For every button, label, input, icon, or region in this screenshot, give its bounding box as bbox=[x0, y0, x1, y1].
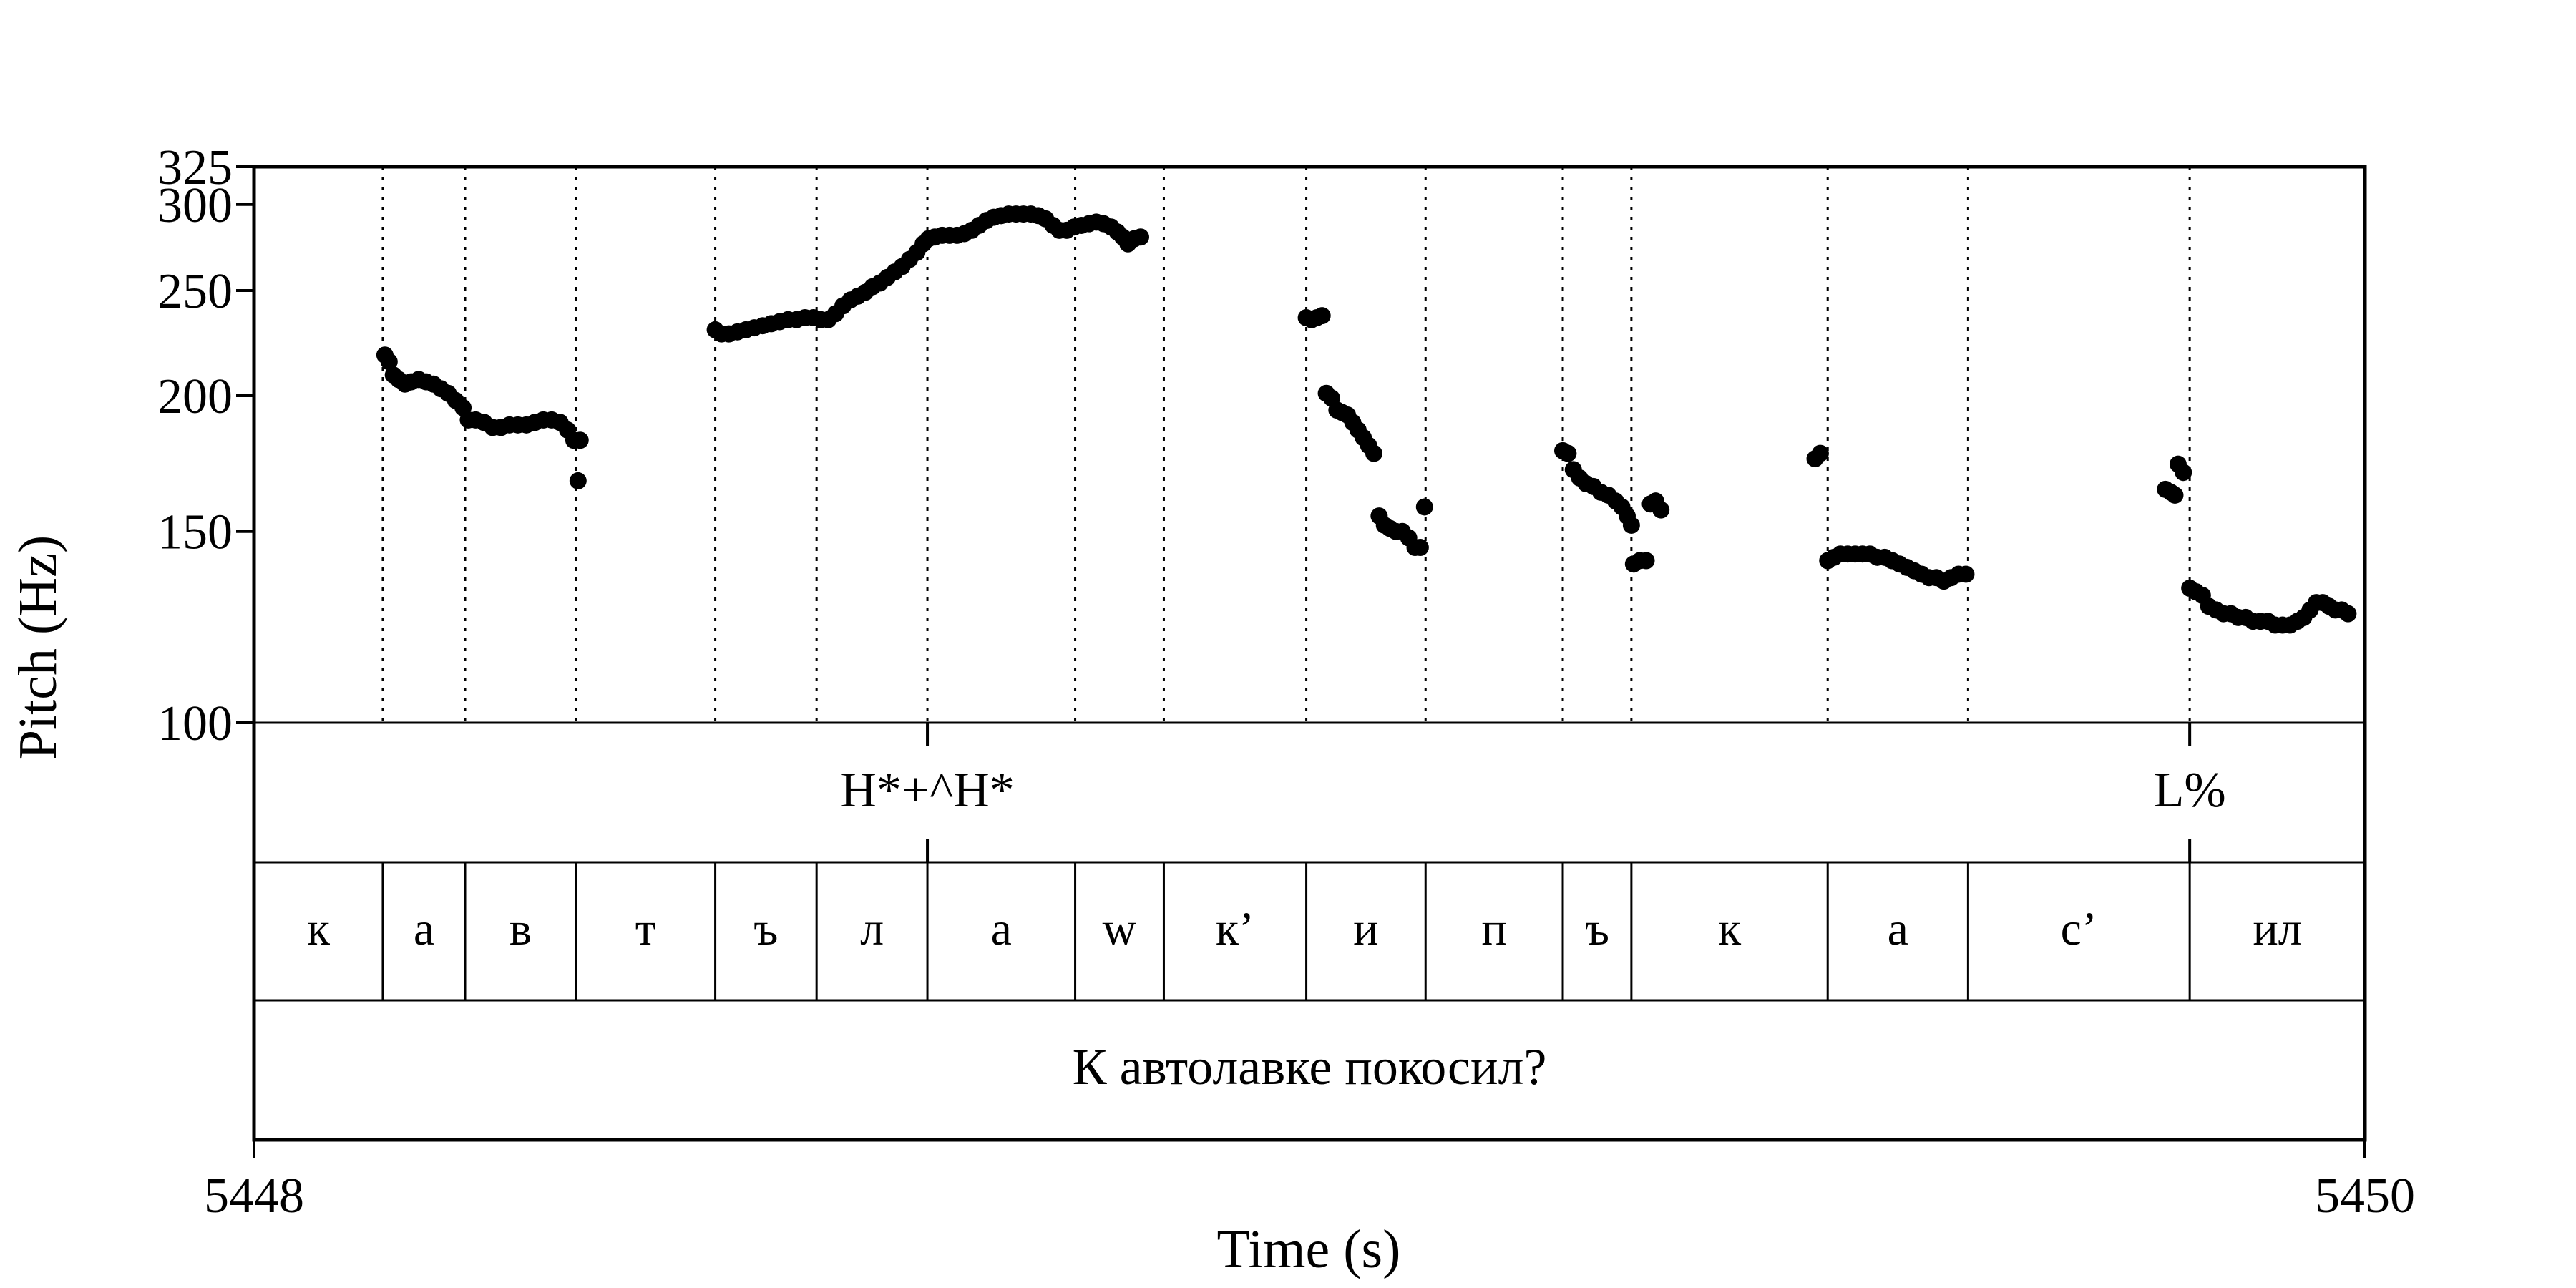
boundary-grid bbox=[381, 167, 2191, 723]
pitch-point bbox=[1559, 444, 1577, 462]
y-tick-label: 300 bbox=[157, 178, 233, 233]
segment-label: ил bbox=[2253, 903, 2301, 955]
segment-label: а bbox=[991, 903, 1012, 955]
pitch-point bbox=[571, 431, 589, 449]
y-tick-label: 250 bbox=[157, 264, 233, 319]
plot-border bbox=[252, 165, 2367, 1142]
pitch-point bbox=[2339, 605, 2357, 623]
plot-frame bbox=[252, 165, 2367, 1142]
tone-label: L% bbox=[2154, 763, 2226, 818]
segment-label: т bbox=[635, 903, 656, 955]
x-axis-title: Time (s) bbox=[1217, 1219, 1401, 1279]
pitch-point bbox=[1411, 539, 1429, 557]
segment-label: в bbox=[509, 903, 532, 955]
segment-label: ъ bbox=[1585, 903, 1609, 955]
pitch-point bbox=[380, 353, 398, 371]
segment-label: п bbox=[1481, 903, 1506, 955]
y-tick-label: 100 bbox=[157, 696, 233, 751]
pitch-point bbox=[1637, 552, 1655, 570]
segment-label: к’ bbox=[1216, 903, 1254, 955]
segment-label: а bbox=[1888, 903, 1908, 955]
pitch-point bbox=[569, 472, 587, 489]
pitch-point bbox=[1957, 565, 1975, 583]
segment-label: к bbox=[307, 903, 331, 955]
pitch-point bbox=[1652, 501, 1670, 519]
x-tick-label: 5448 bbox=[204, 1169, 304, 1224]
tone-label: H*+^H* bbox=[840, 763, 1014, 818]
segment-label: с’ bbox=[2061, 903, 2097, 955]
sentence-label: К автолавке покосил? bbox=[1073, 1038, 1547, 1096]
segment-label: а bbox=[414, 903, 434, 955]
y-tick-label: 325 bbox=[157, 140, 233, 195]
y-tick-label: 150 bbox=[157, 505, 233, 560]
pitch-point bbox=[1313, 307, 1331, 325]
pitch-points bbox=[376, 205, 2357, 634]
pitch-point bbox=[1365, 444, 1382, 462]
pitch-point bbox=[2175, 464, 2192, 482]
x-tick-label: 5450 bbox=[2315, 1169, 2415, 1224]
segment-label: w bbox=[1103, 903, 1137, 955]
pitch-point bbox=[1811, 444, 1829, 462]
segment-label: ъ bbox=[753, 903, 778, 955]
y-axis-title: Pitch (Hz) bbox=[8, 535, 68, 760]
pitch-point bbox=[1132, 228, 1149, 246]
pitch-point bbox=[2166, 486, 2184, 504]
pitch-point bbox=[1415, 498, 1433, 516]
pitch-point bbox=[1622, 516, 1640, 534]
segment-label: и bbox=[1353, 903, 1378, 955]
y-tick-label: 200 bbox=[157, 369, 233, 424]
segment-label: л bbox=[860, 903, 884, 955]
segment-label: к bbox=[1718, 903, 1742, 955]
annotation-tiers: H*+^H* L% к а в т ъ л а w к’ и п ъ к а с’ ил К автолавке п… bbox=[307, 723, 2302, 1096]
